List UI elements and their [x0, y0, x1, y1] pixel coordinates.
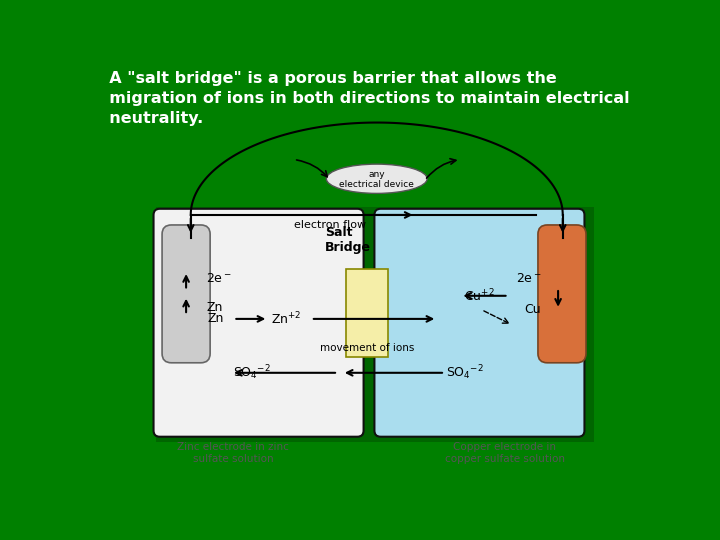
FancyBboxPatch shape: [153, 209, 364, 437]
Text: electrical device: electrical device: [339, 180, 414, 188]
FancyBboxPatch shape: [538, 225, 586, 363]
Bar: [346, 269, 388, 357]
Text: Zn$^{+2}$: Zn$^{+2}$: [271, 310, 301, 327]
Text: any: any: [369, 171, 385, 179]
Text: 2e$^-$: 2e$^-$: [206, 272, 232, 285]
Text: Zinc electrode in zinc
sulfate solution: Zinc electrode in zinc sulfate solution: [177, 442, 289, 464]
Text: Copper electrode in
copper sulfate solution: Copper electrode in copper sulfate solut…: [445, 442, 564, 464]
Text: movement of ions: movement of ions: [320, 343, 415, 353]
Ellipse shape: [326, 164, 427, 193]
Text: electron flow: electron flow: [294, 220, 366, 231]
Bar: [156, 207, 594, 442]
FancyBboxPatch shape: [374, 209, 585, 437]
Text: Cu: Cu: [524, 303, 541, 316]
Text: Cu$^{+2}$: Cu$^{+2}$: [464, 287, 495, 304]
Text: A "salt bridge" is a porous barrier that allows the
  migration of ions in both : A "salt bridge" is a porous barrier that…: [98, 71, 629, 126]
Text: Zn: Zn: [208, 313, 224, 326]
Text: SO$_4$$^{-2}$: SO$_4$$^{-2}$: [446, 363, 485, 382]
Text: SO$_4$$^{-2}$: SO$_4$$^{-2}$: [233, 363, 271, 382]
Text: Zn: Zn: [206, 301, 222, 314]
Text: 2e$^-$: 2e$^-$: [516, 272, 542, 285]
Text: Salt
Bridge: Salt Bridge: [325, 226, 371, 254]
FancyBboxPatch shape: [162, 225, 210, 363]
